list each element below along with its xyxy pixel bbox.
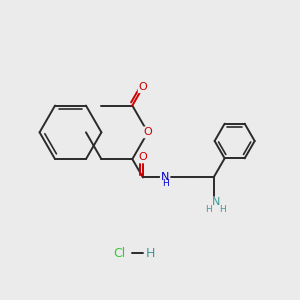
Text: N: N — [212, 197, 221, 208]
Text: H: H — [145, 247, 155, 260]
Text: N: N — [161, 172, 169, 182]
Text: H: H — [219, 205, 226, 214]
Text: H: H — [162, 179, 168, 188]
Text: O: O — [143, 127, 152, 137]
Text: O: O — [139, 82, 147, 92]
Text: O: O — [139, 152, 147, 162]
Text: H: H — [205, 205, 212, 214]
Text: Cl: Cl — [113, 247, 125, 260]
